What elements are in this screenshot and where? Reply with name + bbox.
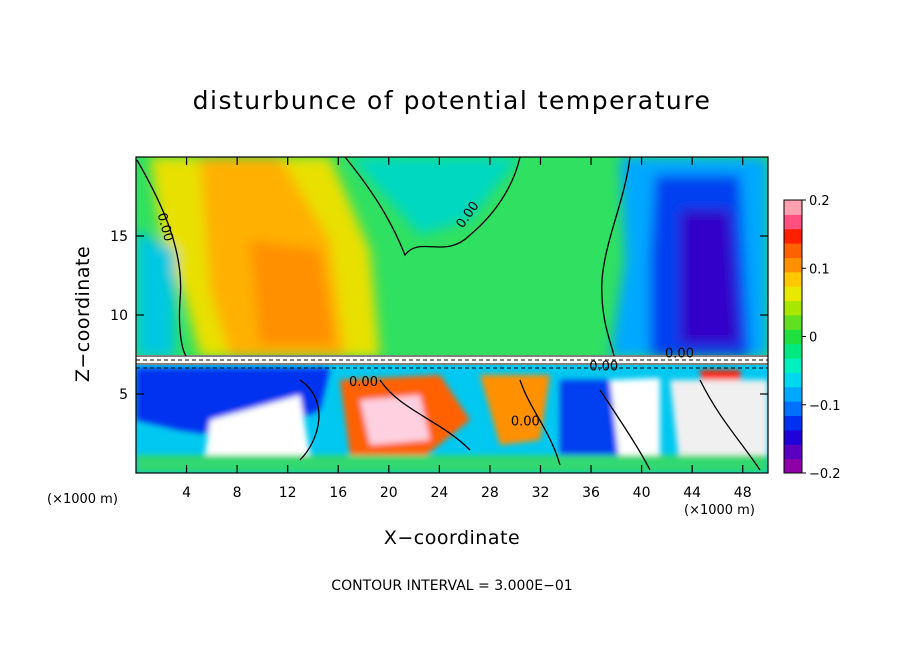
colorbar-segment-3 [784, 415, 802, 431]
lower-white-left [205, 395, 310, 470]
contour-lower-d [599, 389, 651, 471]
lower-white-center [360, 395, 430, 445]
colorbar-segment-17 [784, 214, 802, 230]
x-tick-label-1: 8 [233, 485, 242, 501]
y-axis-label: Z−coordinate [72, 245, 94, 383]
y-axis-ticks: 5 10 15 [110, 229, 768, 403]
x-tick-label-7: 32 [532, 485, 550, 501]
x-unit-left: (×1000 m) [47, 492, 118, 507]
colorbar-label-4: −0.2 [809, 467, 841, 482]
temperature-field [136, 157, 768, 473]
colorbar-segment-0 [784, 458, 802, 474]
colorbar-segment-4 [784, 401, 802, 417]
contour-zero-center [344, 157, 521, 257]
colorbar-label-1: 0.1 [809, 262, 830, 277]
colorbar: 0.2 0.1 0 −0.1 −0.2 [783, 194, 841, 482]
contour-lower-c [519, 379, 561, 466]
lower-warm-right [480, 375, 550, 445]
colorbar-segment-14 [784, 257, 802, 273]
contour-lower-b [379, 379, 471, 451]
x-tick-label-3: 16 [329, 485, 347, 501]
colorbar-label-0: 0.2 [809, 194, 830, 209]
left-cool [136, 230, 175, 357]
colorbar-segment-6 [784, 372, 802, 388]
x-tick-label-5: 24 [430, 485, 448, 501]
colorbar-segment-16 [784, 228, 802, 244]
colorbar-segment-2 [784, 429, 802, 445]
x-tick-label-9: 40 [633, 485, 651, 501]
chart-title: disturbunce of potential temperature [192, 86, 712, 115]
y-tick-label-0: 5 [119, 387, 128, 403]
warm-center [250, 240, 335, 345]
colorbar-segment-13 [784, 271, 802, 287]
contour-label-0: 0.00 [154, 211, 176, 243]
x-axis-ticks: 4 8 12 16 20 24 28 32 36 40 44 48 [182, 157, 752, 501]
contour-lower-a [299, 379, 320, 461]
x-tick-label-2: 12 [279, 485, 297, 501]
x-tick-label-8: 36 [582, 485, 600, 501]
colorbar-segment-1 [784, 444, 802, 460]
colorbar-label-2: 0 [809, 331, 817, 346]
x-tick-label-0: 4 [182, 485, 191, 501]
y-tick-label-2: 15 [110, 229, 128, 245]
x-unit-right: (×1000 m) [684, 503, 755, 518]
colorbar-label-3: −0.1 [809, 399, 841, 414]
colorbar-segment-12 [784, 286, 802, 302]
colorbar-segment-7 [784, 358, 802, 373]
contour-label-2: 0.00 [349, 375, 378, 390]
colorbar-segment-15 [784, 243, 802, 258]
colorbar-segment-18 [784, 200, 802, 215]
lower-green-floor [136, 455, 768, 473]
colorbar-segment-11 [784, 300, 802, 316]
contour-label-4: 0.00 [589, 359, 618, 374]
x-tick-label-11: 48 [734, 485, 752, 501]
x-tick-label-10: 44 [683, 485, 701, 501]
contour-lines [136, 157, 768, 471]
x-axis-label: X−coordinate [383, 527, 521, 549]
contour-interval-note: CONTOUR INTERVAL = 3.000E−01 [331, 578, 573, 594]
contour-label-5: 0.00 [665, 347, 694, 362]
colorbar-segment-5 [784, 386, 802, 402]
colorbar-segment-8 [784, 343, 802, 359]
colorbar-segment-10 [784, 314, 802, 330]
contour-label-3: 0.00 [511, 415, 540, 430]
cold-center [680, 210, 740, 345]
lower-white-right [610, 378, 660, 470]
contour-zero-right [601, 157, 631, 357]
cool-top [350, 157, 520, 235]
x-tick-label-6: 28 [481, 485, 499, 501]
contour-lower-e [699, 379, 761, 471]
x-tick-label-4: 20 [380, 485, 398, 501]
contour-zero-left [136, 159, 187, 357]
colorbar-segment-9 [784, 329, 802, 345]
y-tick-label-1: 10 [110, 308, 128, 324]
